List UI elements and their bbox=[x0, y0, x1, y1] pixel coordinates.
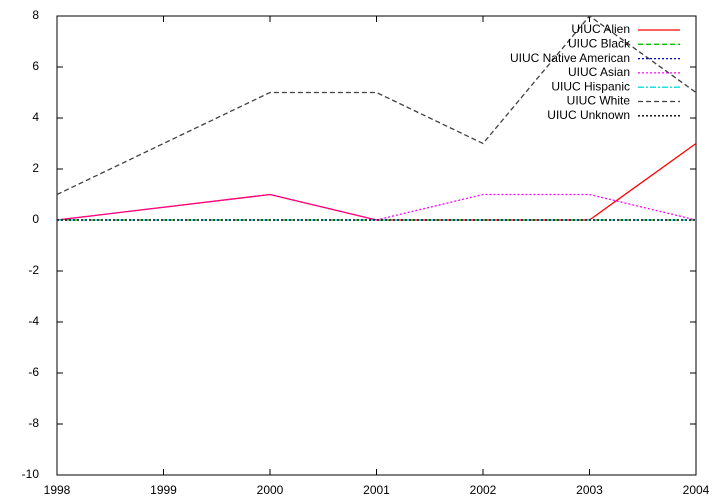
legend-label: UIUC Alien bbox=[571, 22, 630, 36]
x-tick-label: 2004 bbox=[683, 483, 710, 497]
x-tick-label: 1998 bbox=[44, 483, 71, 497]
legend-label: UIUC Unknown bbox=[547, 108, 630, 122]
legend-label: UIUC Native American bbox=[510, 51, 630, 65]
y-tick-label: -10 bbox=[22, 467, 40, 481]
legend-label: UIUC Black bbox=[568, 36, 631, 50]
x-tick-label: 2003 bbox=[576, 483, 603, 497]
y-tick-label: -4 bbox=[28, 314, 39, 328]
legend-label: UIUC Asian bbox=[568, 65, 630, 79]
y-tick-label: -6 bbox=[28, 365, 39, 379]
y-tick-label: -8 bbox=[28, 416, 39, 430]
x-tick-label: 2001 bbox=[363, 483, 390, 497]
legend-label: UIUC White bbox=[567, 94, 631, 108]
x-tick-label: 2000 bbox=[257, 483, 284, 497]
y-tick-label: -2 bbox=[28, 263, 39, 277]
series-line bbox=[56, 193, 697, 221]
x-tick-label: 1999 bbox=[150, 483, 177, 497]
legend-label: UIUC Hispanic bbox=[551, 79, 630, 93]
x-tick-label: 2002 bbox=[470, 483, 497, 497]
y-tick-label: 2 bbox=[32, 161, 39, 175]
y-tick-label: 0 bbox=[32, 212, 39, 226]
series-line bbox=[56, 15, 697, 196]
y-tick-label: 8 bbox=[32, 8, 39, 22]
y-tick-label: 6 bbox=[32, 59, 39, 73]
y-tick-label: 4 bbox=[32, 110, 39, 124]
